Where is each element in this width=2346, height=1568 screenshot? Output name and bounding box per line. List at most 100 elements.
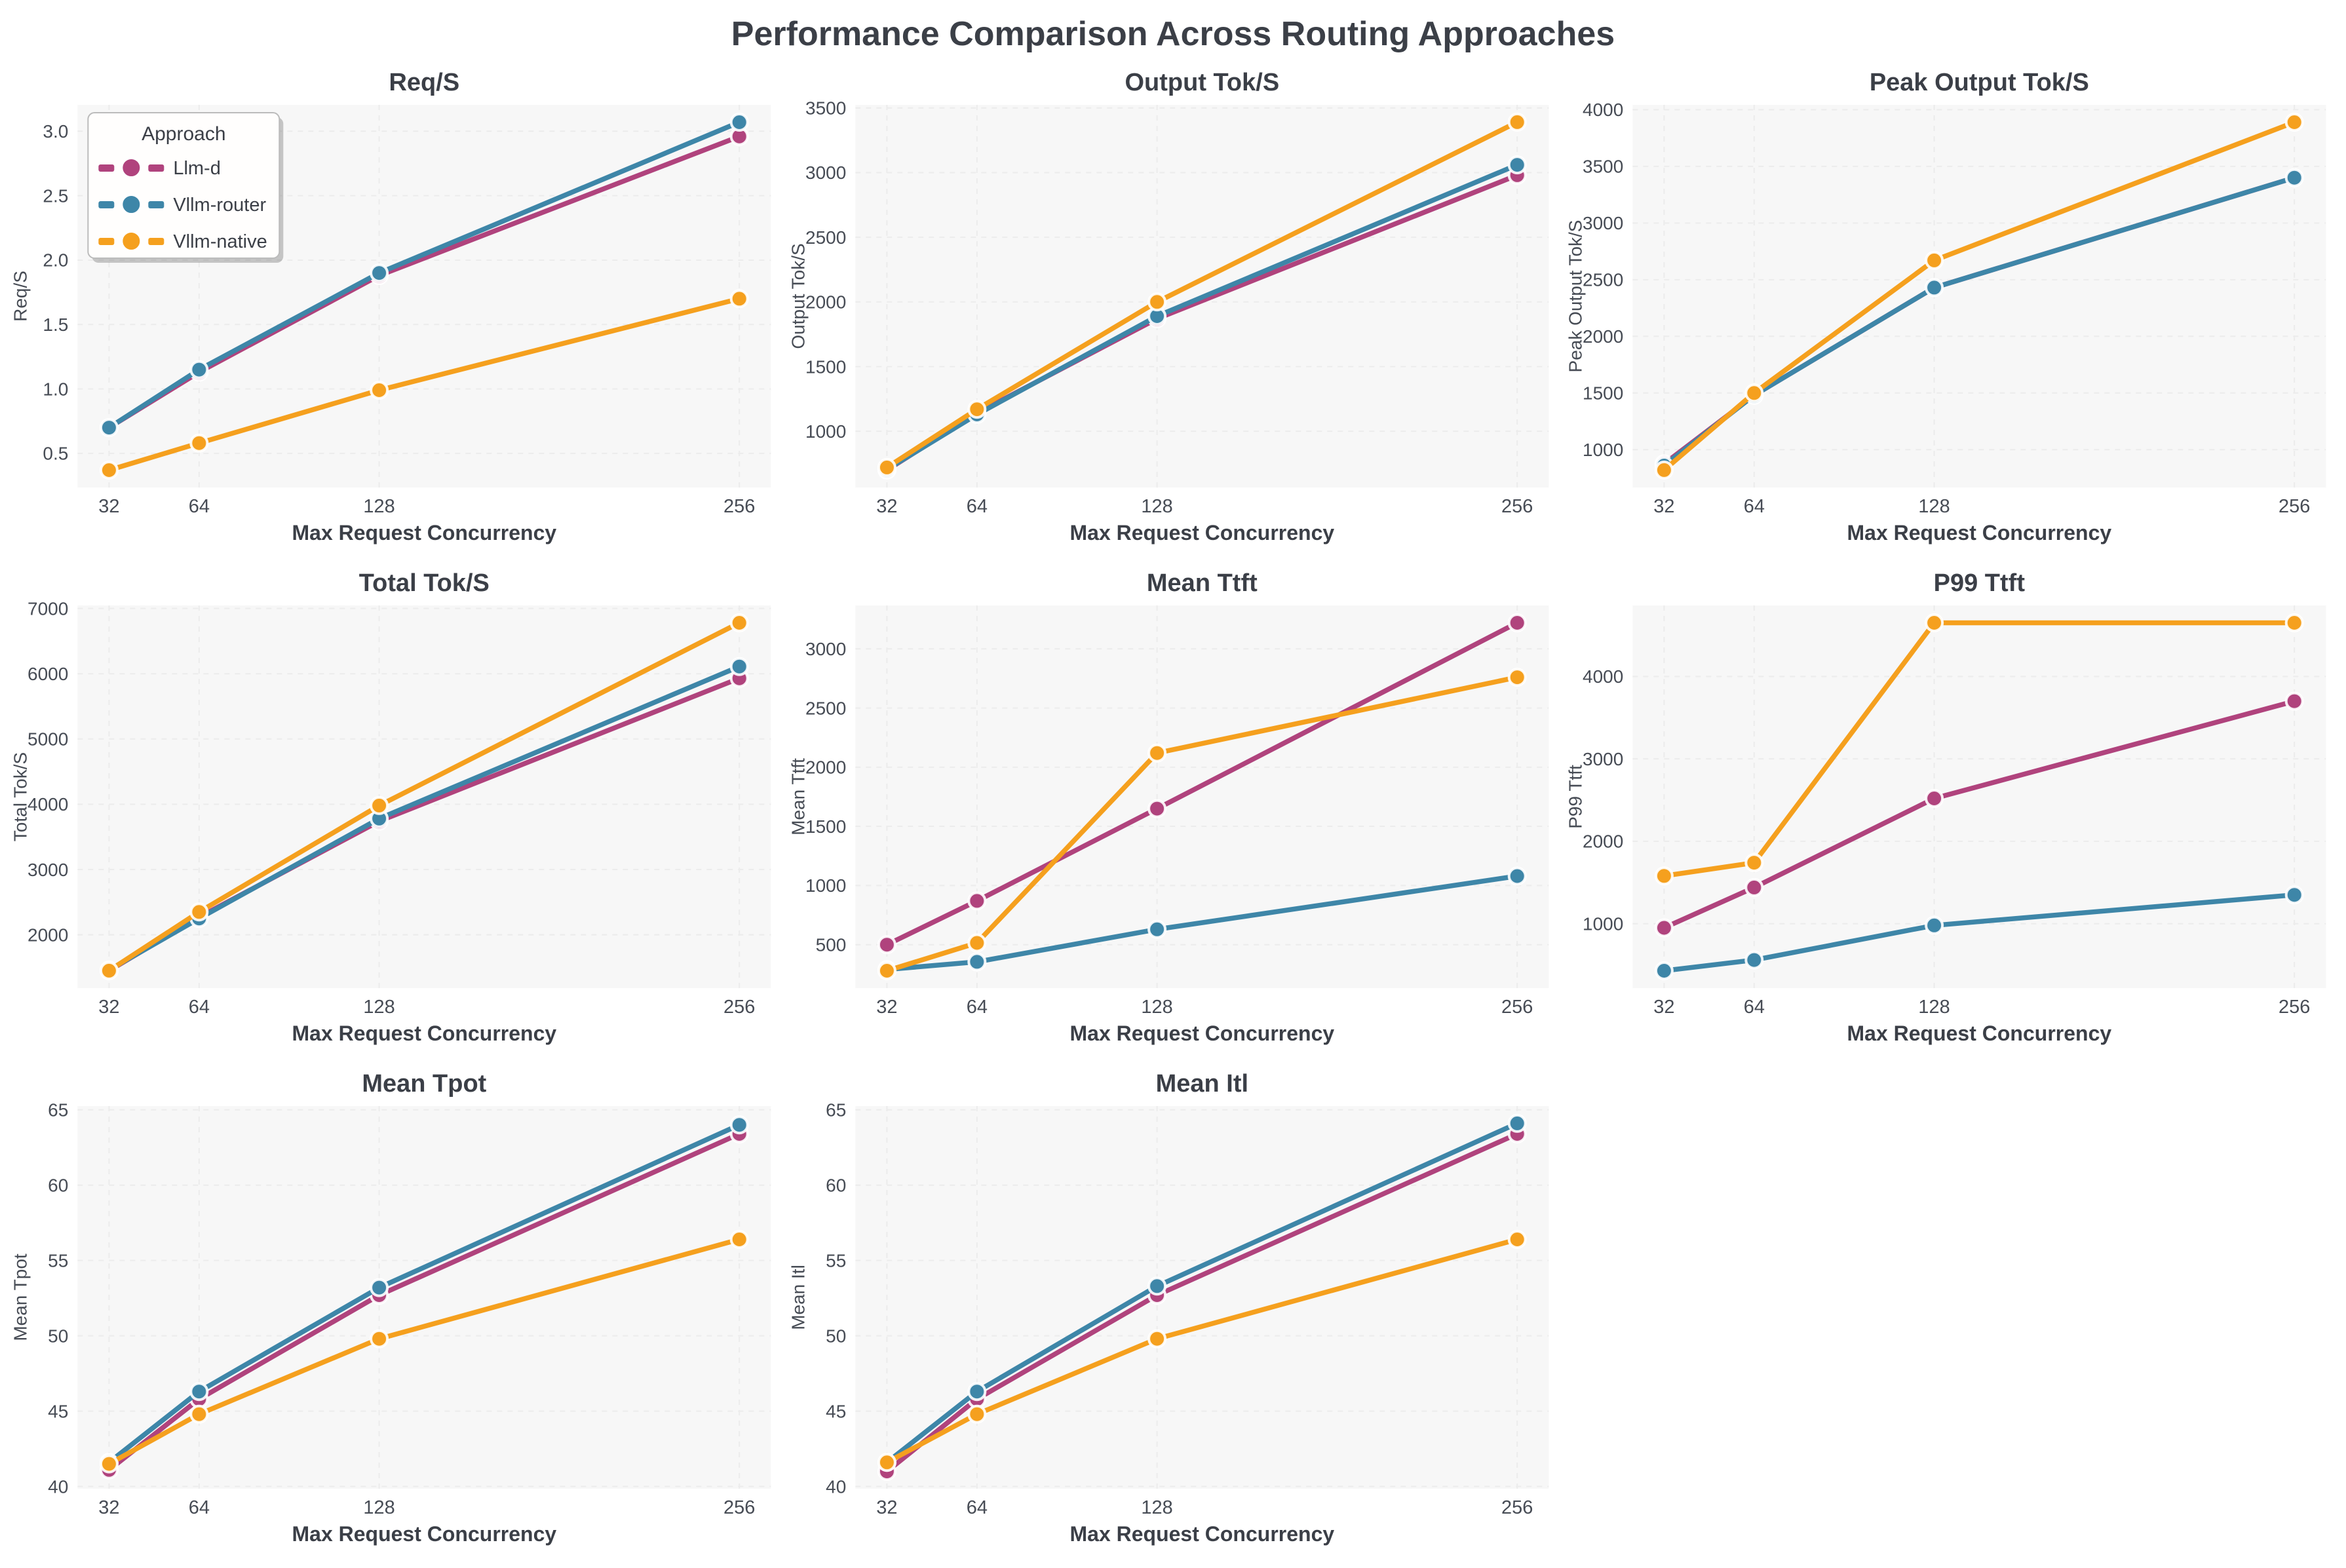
y-tick-label: 3000 xyxy=(1583,749,1623,769)
x-tick-label: 64 xyxy=(189,496,210,517)
legend-entry-label: Vllm-router xyxy=(173,195,266,216)
y-tick-label: 3500 xyxy=(805,98,846,119)
x-tick-label: 256 xyxy=(723,496,755,517)
y-axis-label: Mean Tpot xyxy=(10,1253,30,1341)
legend-dash-icon xyxy=(98,164,115,172)
chart-title: Req/S xyxy=(389,69,459,96)
series-line-vllm-native xyxy=(884,119,1520,470)
series-line-vllm-native xyxy=(106,1236,742,1466)
x-tick-label: 128 xyxy=(1141,1497,1172,1518)
x-tick-label: 256 xyxy=(1501,1497,1533,1518)
chart-req-s: Req/S 0.5 1.0 1.5 2.0 2.5 3.0 32 64 128 256 Max Req… xyxy=(7,63,784,564)
legend-marker-icon xyxy=(120,157,143,179)
chart-peak-output-tok-s: Peak Output Tok/S 1000 1500 2000 2500 3000 350… xyxy=(1562,63,2339,564)
legend-title: Approach xyxy=(142,123,225,145)
data-point-vllm-router xyxy=(2285,168,2305,187)
series-line-vllm-router xyxy=(1662,892,2298,974)
x-tick-label: 256 xyxy=(2279,997,2310,1018)
data-point-vllm-router xyxy=(99,418,119,438)
data-point-llm-d xyxy=(1655,918,1674,938)
y-tick-label: 2500 xyxy=(805,698,846,718)
plot-svg: Total Tok/S 2000 3000 4000 5000 6000 7000 32 64 1… xyxy=(10,569,771,1045)
data-point-vllm-native xyxy=(1147,1329,1166,1348)
y-tick-label: 45 xyxy=(826,1401,846,1421)
data-point-vllm-router xyxy=(189,360,209,379)
plot-area xyxy=(855,1106,1548,1489)
x-axis-label: Max Request Concurrency xyxy=(292,521,556,545)
x-tick-label: 32 xyxy=(876,496,897,517)
data-point-vllm-router xyxy=(1655,961,1674,980)
y-tick-label: 3.0 xyxy=(43,121,68,142)
plot-svg: Mean Ttft 500 1000 1500 2000 2500 3000 32 64 128 2… xyxy=(788,569,1548,1045)
y-tick-label: 5000 xyxy=(28,729,68,750)
data-point-vllm-router xyxy=(1507,866,1527,886)
data-point-vllm-router xyxy=(1925,915,1944,935)
legend-dash-icon xyxy=(98,238,115,245)
x-tick-label: 128 xyxy=(1919,997,1950,1018)
x-tick-label: 64 xyxy=(189,997,210,1018)
plot-svg: Mean Tpot 40 45 50 55 60 65 32 64 128 256 Max Reque… xyxy=(10,1070,771,1546)
series-line-vllm-router xyxy=(884,873,1520,972)
y-tick-label: 3000 xyxy=(805,163,846,183)
series-line-vllm-router xyxy=(884,162,1520,472)
x-tick-label: 128 xyxy=(1141,997,1172,1018)
y-axis-label: P99 Ttft xyxy=(1566,765,1586,829)
data-point-llm-d xyxy=(1744,877,1764,897)
legend-dash-icon xyxy=(148,238,164,245)
y-tick-label: 2.0 xyxy=(43,250,68,271)
data-point-vllm-native xyxy=(2285,113,2305,132)
data-point-vllm-native xyxy=(877,457,896,477)
data-point-llm-d xyxy=(1925,789,1944,808)
chart-title: Mean Tpot xyxy=(362,1070,486,1098)
chart-mean-tpot: Mean Tpot 40 45 50 55 60 65 32 64 128 256 Max Reque… xyxy=(7,1064,784,1565)
data-point-vllm-native xyxy=(370,381,389,400)
y-tick-label: 50 xyxy=(48,1326,68,1346)
chart-title: Output Tok/S xyxy=(1125,69,1279,96)
series-line-vllm-router xyxy=(106,1122,742,1465)
y-tick-label: 1500 xyxy=(1583,383,1623,404)
plot-area xyxy=(1632,105,2326,488)
data-point-vllm-router xyxy=(189,1382,209,1402)
legend-marker-icon xyxy=(120,230,143,252)
plot-area xyxy=(1632,605,2326,988)
y-axis-label: Total Tok/S xyxy=(10,752,30,841)
x-axis-label: Max Request Concurrency xyxy=(1847,521,2112,545)
data-point-vllm-native xyxy=(967,933,986,953)
empty-cell xyxy=(1562,1064,2339,1565)
x-axis-label: Max Request Concurrency xyxy=(1847,1022,2112,1045)
y-tick-label: 2000 xyxy=(28,925,68,945)
data-point-vllm-native xyxy=(1925,250,1944,270)
series-line-vllm-native xyxy=(1662,620,2298,879)
x-tick-label: 64 xyxy=(1744,496,1765,517)
chart-p99-ttft: P99 Ttft 1000 2000 3000 4000 32 64 128 256 Max Re… xyxy=(1562,564,2339,1064)
data-point-llm-d xyxy=(877,935,896,955)
y-axis-label: Req/S xyxy=(10,271,30,322)
y-tick-label: 50 xyxy=(826,1326,846,1346)
x-tick-label: 64 xyxy=(966,997,987,1018)
y-tick-label: 1000 xyxy=(805,875,846,896)
legend: Approach Llm-d Vllm-router Vllm-native xyxy=(87,112,284,263)
x-tick-label: 128 xyxy=(1141,496,1172,517)
y-tick-label: 2500 xyxy=(1583,270,1623,290)
legend-dash-icon xyxy=(148,201,164,208)
y-tick-label: 2000 xyxy=(805,292,846,313)
series-line-vllm-native xyxy=(1662,119,2298,473)
y-tick-label: 3000 xyxy=(805,639,846,659)
data-point-vllm-router xyxy=(1744,950,1764,970)
y-tick-label: 1000 xyxy=(805,421,846,442)
y-tick-label: 4000 xyxy=(1583,666,1623,687)
y-tick-label: 4000 xyxy=(1583,100,1623,120)
data-point-llm-d xyxy=(1507,613,1527,632)
y-tick-label: 1000 xyxy=(1583,914,1623,934)
y-tick-label: 6000 xyxy=(28,664,68,684)
y-tick-label: 1.0 xyxy=(43,379,68,399)
x-tick-label: 32 xyxy=(98,496,119,517)
series-line-llm-d xyxy=(106,1131,742,1473)
data-point-vllm-native xyxy=(1655,866,1674,886)
data-point-vllm-router xyxy=(967,1382,986,1402)
x-tick-label: 32 xyxy=(1654,997,1675,1018)
y-axis-label: Output Tok/S xyxy=(788,243,808,349)
data-point-vllm-router xyxy=(729,657,749,676)
x-axis-label: Max Request Concurrency xyxy=(292,1522,556,1546)
series-line-llm-d xyxy=(1662,698,2298,930)
